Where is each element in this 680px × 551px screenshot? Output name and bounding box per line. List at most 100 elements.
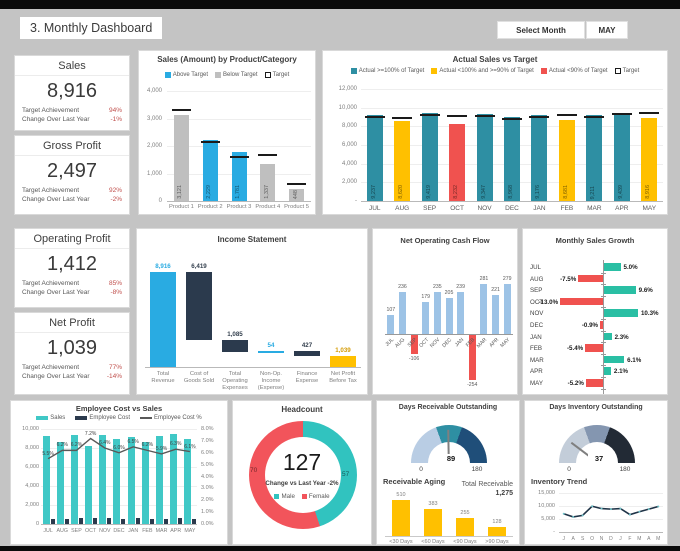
kpi-target-value: 92% xyxy=(108,187,122,194)
month-dropdown[interactable]: MAY xyxy=(586,21,628,39)
bar-product-3: 1,781 xyxy=(231,152,247,201)
sales-bar xyxy=(141,441,149,524)
bar-oct: 8,232 xyxy=(449,124,466,201)
select-month-button[interactable]: Select Month xyxy=(497,21,585,39)
bar-value-label: 1,337 xyxy=(263,185,270,199)
line-value-label: 6.1% xyxy=(184,443,196,450)
days-inventory-panel: 37 0 180 Inventory Trend 15,000 10,000 5,000 - J… xyxy=(525,401,667,544)
kpi-target-label: Target Achievement xyxy=(22,280,80,287)
bar-value-label: -5.4% xyxy=(567,345,584,353)
chart-title: Income Statement xyxy=(217,235,287,244)
chart-legend: Sales Employee Cost Employee Cost % xyxy=(11,415,227,421)
target-marker xyxy=(200,140,220,143)
y-axis-tick: 12,000 xyxy=(338,86,357,92)
kpi-target-row: Target Achievement 85% xyxy=(15,279,129,288)
legend-swatch xyxy=(140,417,152,419)
x-axis-label: F xyxy=(628,536,632,542)
x-axis-label: JUL xyxy=(43,528,53,534)
kpi-change-value: -8% xyxy=(110,289,122,296)
gauge-min-label: 0 xyxy=(567,466,571,473)
category-label: MAR xyxy=(530,356,544,364)
y-axis-tick-right: 4.0% xyxy=(201,473,214,480)
chart-card-headcount: Headcount 57 70 127 Change vs Last Year -2%… xyxy=(232,400,372,545)
bar-oct xyxy=(422,302,430,334)
bar-value-label: 54 xyxy=(267,342,275,350)
donut-ring xyxy=(249,421,357,529)
legend-item: Actual <100% and >=90% of Target xyxy=(431,68,534,74)
gridline xyxy=(361,89,663,90)
kpi-target-value: 94% xyxy=(108,107,122,114)
kpi-change-row: Change Over Last Year -2% xyxy=(15,195,129,204)
y-axis-line xyxy=(603,260,604,394)
segment-value-female: 70 xyxy=(250,467,258,474)
kpi-target-value: 85% xyxy=(108,280,122,287)
bar-value-label: 9,237 xyxy=(370,185,377,199)
days-receivable-panel: 89 0 180 Receivable Aging Total Receivable 1,… xyxy=(377,401,519,545)
gridline xyxy=(361,107,663,109)
x-axis-label: MAY xyxy=(184,528,196,534)
x-axis-label: JUL xyxy=(384,337,396,348)
line-value-label: 6.0% xyxy=(113,444,125,451)
kpi-target-label: Target Achievement xyxy=(22,107,80,114)
monthly-sales-growth-chart: JUL 5.0% AUG -7.5% SEP 9.6% OCT -13.0% NOV 10.3% D… xyxy=(523,229,667,394)
x-axis-label: Cost of Goods Sold xyxy=(183,371,215,384)
section-title: Inventory Trend xyxy=(531,477,588,486)
target-marker xyxy=(392,116,413,119)
gridline xyxy=(167,146,311,147)
bar-product-1: 3,121 xyxy=(173,115,189,201)
x-axis-label: Product 1 xyxy=(168,204,194,210)
chart-title: Days Receivable Outstanding xyxy=(398,404,498,411)
line-value-label: 6.5% xyxy=(127,438,139,445)
x-axis-line xyxy=(385,536,513,537)
target-marker xyxy=(419,113,440,116)
x-axis-line xyxy=(385,334,513,335)
kpi-change-label: Change Over Last Year xyxy=(22,289,90,296)
bar-may: 8,916 xyxy=(641,117,658,201)
bar-nov xyxy=(433,292,441,334)
x-axis-label: Product 3 xyxy=(226,204,252,210)
bar-mar: 9,211 xyxy=(586,115,603,201)
kpi-value: 1,039 xyxy=(46,337,98,359)
x-axis-label: S xyxy=(580,536,585,542)
x-axis-label: Product 2 xyxy=(197,204,223,210)
bottom-border-bar xyxy=(0,546,680,551)
chart-title: Days Inventory Outstanding xyxy=(549,404,643,411)
legend-item: Actual <90% of Target xyxy=(540,68,608,74)
x-axis-label: OCT xyxy=(85,528,97,534)
y-axis-tick: - xyxy=(355,198,357,204)
category-label: AUG xyxy=(530,275,544,283)
bar-value-label: 9.6% xyxy=(638,287,653,295)
x-axis-label: DEC xyxy=(441,337,454,349)
bar-value-label: 427 xyxy=(301,342,313,350)
donut-hole xyxy=(265,437,341,513)
x-axis-label: DEC xyxy=(505,205,519,212)
target-marker xyxy=(258,154,278,157)
kpi-target-label: Target Achievement xyxy=(22,364,80,371)
bar-apr xyxy=(492,294,500,334)
kpi-target-row: Target Achievement 77% xyxy=(15,363,129,372)
bar-value-label: 383 xyxy=(428,500,438,507)
kpi-change-value: -2% xyxy=(110,196,122,203)
kpi-value: 8,916 xyxy=(46,80,98,102)
bar-mar xyxy=(604,355,625,364)
category-label: JAN xyxy=(530,333,542,341)
axis-tick xyxy=(601,330,606,332)
chart-title: Sales (Amount) by Product/Category xyxy=(157,55,297,64)
x-axis-label: SEP xyxy=(423,205,437,212)
gridline xyxy=(559,493,663,494)
chart-card-income-statement: Income Statement 8,916 Total Revenue 6,419… xyxy=(136,228,368,395)
axis-tick xyxy=(601,388,606,390)
income-statement-chart: 8,916 Total Revenue 6,419 Cost of Goods Sol… xyxy=(137,229,367,394)
chart-card-sales-growth: Monthly Sales Growth JUL 5.0% AUG -7.5% SEP 9… xyxy=(522,228,668,395)
bar-value-label: -106 xyxy=(408,355,420,362)
bar-value-label: 235 xyxy=(433,284,442,291)
axis-tick xyxy=(601,353,606,355)
bar-jan xyxy=(604,332,612,341)
line-value-label: 5.9% xyxy=(155,445,168,452)
chart-card-employee-cost: Employee Cost vs Sales Sales Employee Cos… xyxy=(10,400,228,545)
axis-tick xyxy=(601,365,606,367)
bar-dec xyxy=(600,321,603,329)
bar-value-label: 8,968 xyxy=(508,185,514,199)
legend-label: Female xyxy=(308,493,330,500)
line-value-label: 6.2% xyxy=(70,442,83,449)
